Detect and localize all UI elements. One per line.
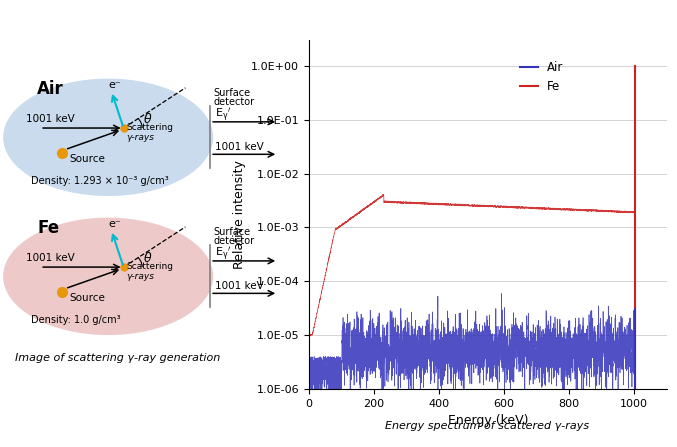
Ellipse shape	[3, 79, 213, 196]
Text: Source: Source	[70, 293, 106, 303]
Text: θ: θ	[144, 114, 152, 127]
Text: Scattering: Scattering	[127, 261, 174, 270]
Text: Density: 1.293 × 10⁻³ g/cm³: Density: 1.293 × 10⁻³ g/cm³	[31, 176, 169, 186]
Text: γ-rays: γ-rays	[127, 133, 155, 143]
Text: detector: detector	[213, 97, 255, 107]
Text: θ: θ	[144, 253, 152, 266]
Text: Fe: Fe	[37, 219, 59, 237]
Text: $\mathrm{E_{\gamma}}'$: $\mathrm{E_{\gamma}}'$	[215, 107, 231, 124]
Text: 1001 keV: 1001 keV	[26, 253, 75, 263]
Text: $\mathrm{E_{\gamma}}'$: $\mathrm{E_{\gamma}}'$	[215, 246, 231, 263]
Ellipse shape	[3, 218, 213, 335]
Text: Source: Source	[70, 154, 106, 164]
Text: e⁻: e⁻	[108, 219, 121, 229]
Text: γ-rays: γ-rays	[127, 273, 155, 282]
Text: 1001 keV: 1001 keV	[26, 114, 75, 124]
Text: Surface: Surface	[213, 88, 250, 97]
Text: 1001 keV: 1001 keV	[215, 281, 263, 291]
Text: Scattering: Scattering	[127, 122, 174, 131]
Text: detector: detector	[213, 236, 255, 246]
Text: Energy spectrum of scattered γ-rays: Energy spectrum of scattered γ-rays	[385, 421, 590, 431]
X-axis label: Energy (keV): Energy (keV)	[447, 414, 528, 427]
Text: 1001 keV: 1001 keV	[215, 142, 263, 152]
Legend: Air, Fe: Air, Fe	[515, 57, 568, 98]
Text: e⁻: e⁻	[108, 80, 121, 90]
Text: Surface: Surface	[213, 227, 250, 236]
Y-axis label: Relative intensity: Relative intensity	[233, 160, 246, 269]
Text: Density: 1.0 g/cm³: Density: 1.0 g/cm³	[31, 315, 121, 325]
Text: Image of scattering γ-ray generation: Image of scattering γ-ray generation	[16, 353, 221, 363]
Text: Air: Air	[37, 80, 64, 98]
